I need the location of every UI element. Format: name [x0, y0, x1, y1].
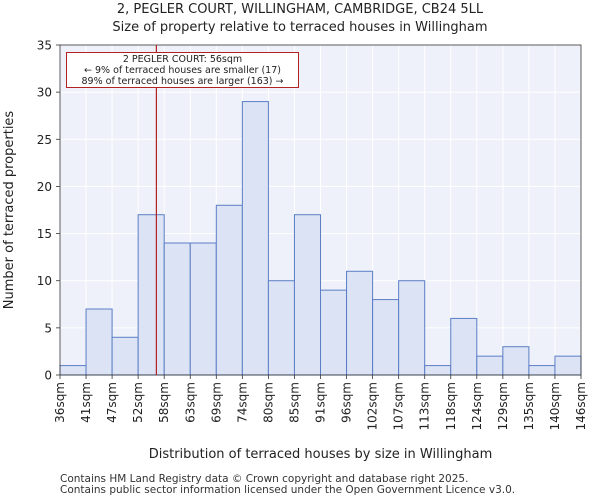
- y-tick-label: 25: [37, 133, 52, 147]
- y-tick-label: 15: [37, 227, 52, 241]
- x-tick-label: 52sqm: [131, 382, 145, 423]
- annotation-line-3: 89% of terraced houses are larger (163) …: [81, 76, 284, 87]
- y-axis-label: Number of terraced properties: [2, 111, 17, 310]
- histogram-bar: [111, 336, 139, 376]
- x-tick-label: 118sqm: [444, 382, 458, 430]
- histogram-bar: [215, 204, 243, 376]
- histogram-bar: [241, 101, 269, 376]
- x-tick-label: 129sqm: [496, 382, 510, 430]
- x-tick-label: 96sqm: [340, 382, 354, 423]
- annotation-line-1: 2 PEGLER COURT: 56sqm: [122, 54, 243, 65]
- x-tick-label: 47sqm: [105, 382, 119, 423]
- histogram-bar: [528, 365, 556, 376]
- chart-title: 2, PEGLER COURT, WILLINGHAM, CAMBRIDGE, …: [116, 2, 484, 17]
- x-tick-label: 85sqm: [287, 382, 301, 423]
- x-tick-label: 36sqm: [53, 382, 67, 423]
- x-tick-label: 58sqm: [157, 382, 171, 423]
- y-tick-label: 10: [37, 274, 52, 288]
- chart-subtitle: Size of property relative to terraced ho…: [112, 20, 488, 35]
- y-tick-label: 30: [37, 86, 52, 100]
- histogram-bar: [163, 242, 191, 376]
- footer-licence: Contains public sector information licen…: [60, 484, 516, 496]
- histogram-bar: [554, 355, 582, 376]
- x-tick-label: 107sqm: [392, 382, 406, 430]
- y-tick-label: 20: [37, 180, 52, 194]
- x-tick-label: 135sqm: [522, 382, 536, 430]
- x-tick-label: 91sqm: [314, 382, 328, 423]
- x-tick-label: 63sqm: [183, 382, 197, 423]
- x-tick-label: 124sqm: [470, 382, 484, 430]
- x-tick-label: 140sqm: [548, 382, 562, 430]
- x-tick-label: 69sqm: [209, 382, 223, 423]
- x-axis-label: Distribution of terraced houses by size …: [149, 447, 493, 462]
- histogram-bar: [137, 214, 165, 376]
- x-tick-label: 102sqm: [366, 382, 380, 430]
- annotation-line-2: ← 9% of terraced houses are smaller (17): [84, 65, 281, 76]
- marker-annotation: 2 PEGLER COURT: 56sqm ← 9% of terraced h…: [66, 52, 299, 88]
- histogram-bar: [450, 317, 478, 376]
- y-tick-label: 35: [37, 39, 52, 53]
- histogram-bar: [398, 280, 426, 376]
- histogram-bar: [372, 299, 400, 376]
- x-tick-label: 113sqm: [418, 382, 432, 430]
- histogram-bar: [424, 365, 452, 376]
- histogram-bar: [476, 355, 504, 376]
- histogram-bar: [346, 270, 374, 376]
- x-tick-label: 80sqm: [261, 382, 275, 423]
- histogram-bar: [189, 242, 217, 376]
- footer-copyright: Contains HM Land Registry data © Crown c…: [60, 473, 469, 485]
- histogram-bar: [320, 289, 348, 376]
- histogram-bar: [59, 365, 87, 376]
- histogram-bar: [267, 280, 295, 376]
- x-tick-label: 41sqm: [79, 382, 93, 423]
- histogram-bar: [85, 308, 113, 376]
- x-tick-label: 74sqm: [235, 382, 249, 423]
- histogram-bar: [502, 346, 530, 376]
- histogram-bar: [293, 214, 322, 376]
- x-tick-label: 146sqm: [574, 382, 588, 430]
- y-tick-label: 0: [44, 369, 52, 383]
- y-tick-label: 5: [44, 321, 52, 335]
